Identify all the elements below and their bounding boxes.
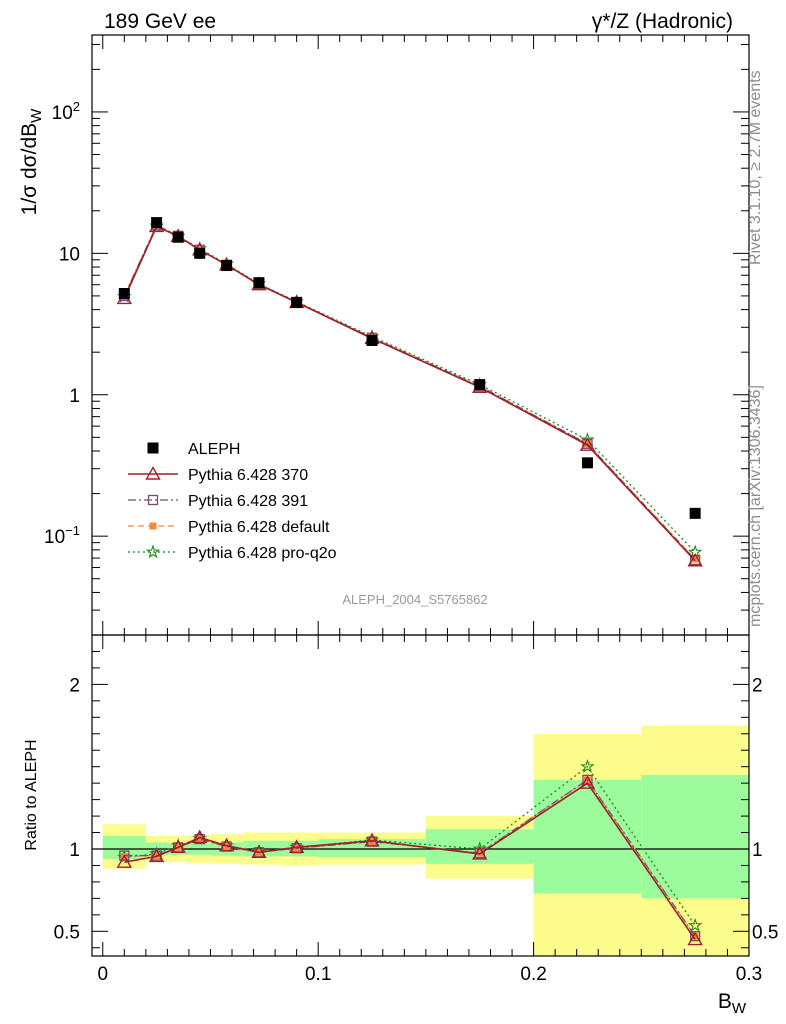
- legend-marker: [147, 442, 159, 454]
- data-point: [581, 457, 593, 469]
- x-tick-label: 0: [97, 964, 108, 985]
- data-point: [221, 260, 233, 272]
- y-tick-label-right: 0.5: [752, 922, 778, 943]
- ratio-point: [579, 775, 596, 789]
- ratio-point: [218, 837, 235, 852]
- series-2: [119, 220, 701, 565]
- x-tick-label: 0.3: [736, 964, 762, 985]
- data-point: [253, 277, 265, 289]
- legend-entry: ALEPH: [147, 441, 240, 458]
- series-line: [123, 225, 696, 562]
- ratio-point: [148, 848, 165, 863]
- y-tick-label-right: 1: [752, 840, 763, 861]
- data-point: [291, 296, 303, 308]
- y-tick-label: 0.5: [54, 922, 80, 943]
- main-series-layer: [116, 217, 703, 567]
- data-point: [151, 217, 163, 229]
- y-tick-label: 10−1: [44, 523, 80, 548]
- analysis-id: ALEPH_2004_S5765862: [342, 592, 487, 607]
- ratio-point: [192, 829, 208, 844]
- x-axis-title: BW: [718, 990, 747, 1017]
- ratio-point: [223, 843, 231, 851]
- legend-entry: Pythia 6.428 370: [128, 466, 308, 484]
- legend-label: Pythia 6.428 default: [188, 519, 330, 536]
- legend-marker: [149, 522, 157, 530]
- legend-marker: [147, 494, 159, 506]
- series-0: [118, 217, 701, 519]
- x-tick-label: 0.1: [305, 964, 331, 985]
- data-point: [687, 552, 703, 567]
- header-left: 189 GeV ee: [104, 10, 216, 33]
- data-point: [691, 555, 699, 563]
- data-point: [194, 247, 206, 259]
- x-tick-label: 0.2: [520, 964, 546, 985]
- ratio-series-0: [116, 775, 703, 946]
- ratio-point: [288, 839, 305, 854]
- ratio-line: [124, 765, 696, 926]
- ratio-point: [472, 846, 488, 860]
- ratio-point: [364, 832, 380, 847]
- ratio-uncertainty-bands: [92, 725, 749, 956]
- ratio-point: [580, 759, 595, 773]
- ratio-point: [691, 932, 699, 940]
- y-tick-label: 1: [69, 840, 80, 861]
- ratio-point: [687, 917, 703, 932]
- data-point: [474, 379, 486, 391]
- ratio-point: [116, 854, 133, 868]
- mcplots-info: mcplots.cern.ch [arXiv:1306.3436]: [747, 385, 764, 627]
- ratio-point: [119, 850, 130, 861]
- legend-marker: [145, 466, 161, 480]
- data-point: [579, 437, 596, 451]
- legend-entry: Pythia 6.428 pro-q2o: [128, 544, 337, 562]
- legend-label: Pythia 6.428 pro-q2o: [188, 545, 337, 562]
- y-tick-label: 102: [52, 99, 80, 124]
- ratio-axis-title: Ratio to ALEPH: [23, 739, 40, 850]
- data-point: [172, 231, 184, 243]
- data-point: [118, 288, 130, 300]
- legend-label: Pythia 6.428 391: [188, 493, 308, 510]
- series-1: [116, 218, 703, 567]
- ratio-line: [124, 782, 696, 940]
- ratio-point: [196, 835, 204, 843]
- series-3: [120, 221, 699, 563]
- ratio-series-layer: [116, 759, 703, 946]
- axes-layer: 10−1 1 10 102 0.5 0.5 1 1 2 2 0 0.1 0.2 0.3 BW 1/σ dσ/d…: [18, 34, 778, 1017]
- y-tick-label: 2: [69, 675, 80, 696]
- data-point: [366, 334, 378, 346]
- y-tick-label: 10: [59, 244, 80, 265]
- legend: ALEPH Pythia 6.428 370 Pythia 6.428 391 Pyt…: [128, 441, 337, 562]
- ratio-point: [170, 839, 186, 854]
- legend-entry: Pythia 6.428 default: [128, 519, 330, 536]
- ratio-point: [687, 931, 703, 946]
- legend-label: ALEPH: [188, 441, 240, 458]
- header-right: γ*/Z (Hadronic): [592, 10, 733, 33]
- y-tick-label-right: 2: [752, 675, 763, 696]
- y-axis-title: 1/σ dσ/dBW: [18, 108, 45, 215]
- ratio-point: [251, 844, 267, 858]
- data-point: [689, 507, 701, 519]
- legend-entry: Pythia 6.428 391: [128, 493, 308, 510]
- ratio-frame: [91, 634, 750, 957]
- band-inner: [102, 835, 146, 859]
- y-tick-label: 1: [69, 386, 80, 407]
- band-inner: [641, 774, 749, 899]
- legend-marker: [145, 544, 161, 559]
- legend-label: Pythia 6.428 370: [188, 467, 308, 484]
- rivet-info: Rivet 3.1.10, ≥ 2.7M events: [747, 70, 764, 265]
